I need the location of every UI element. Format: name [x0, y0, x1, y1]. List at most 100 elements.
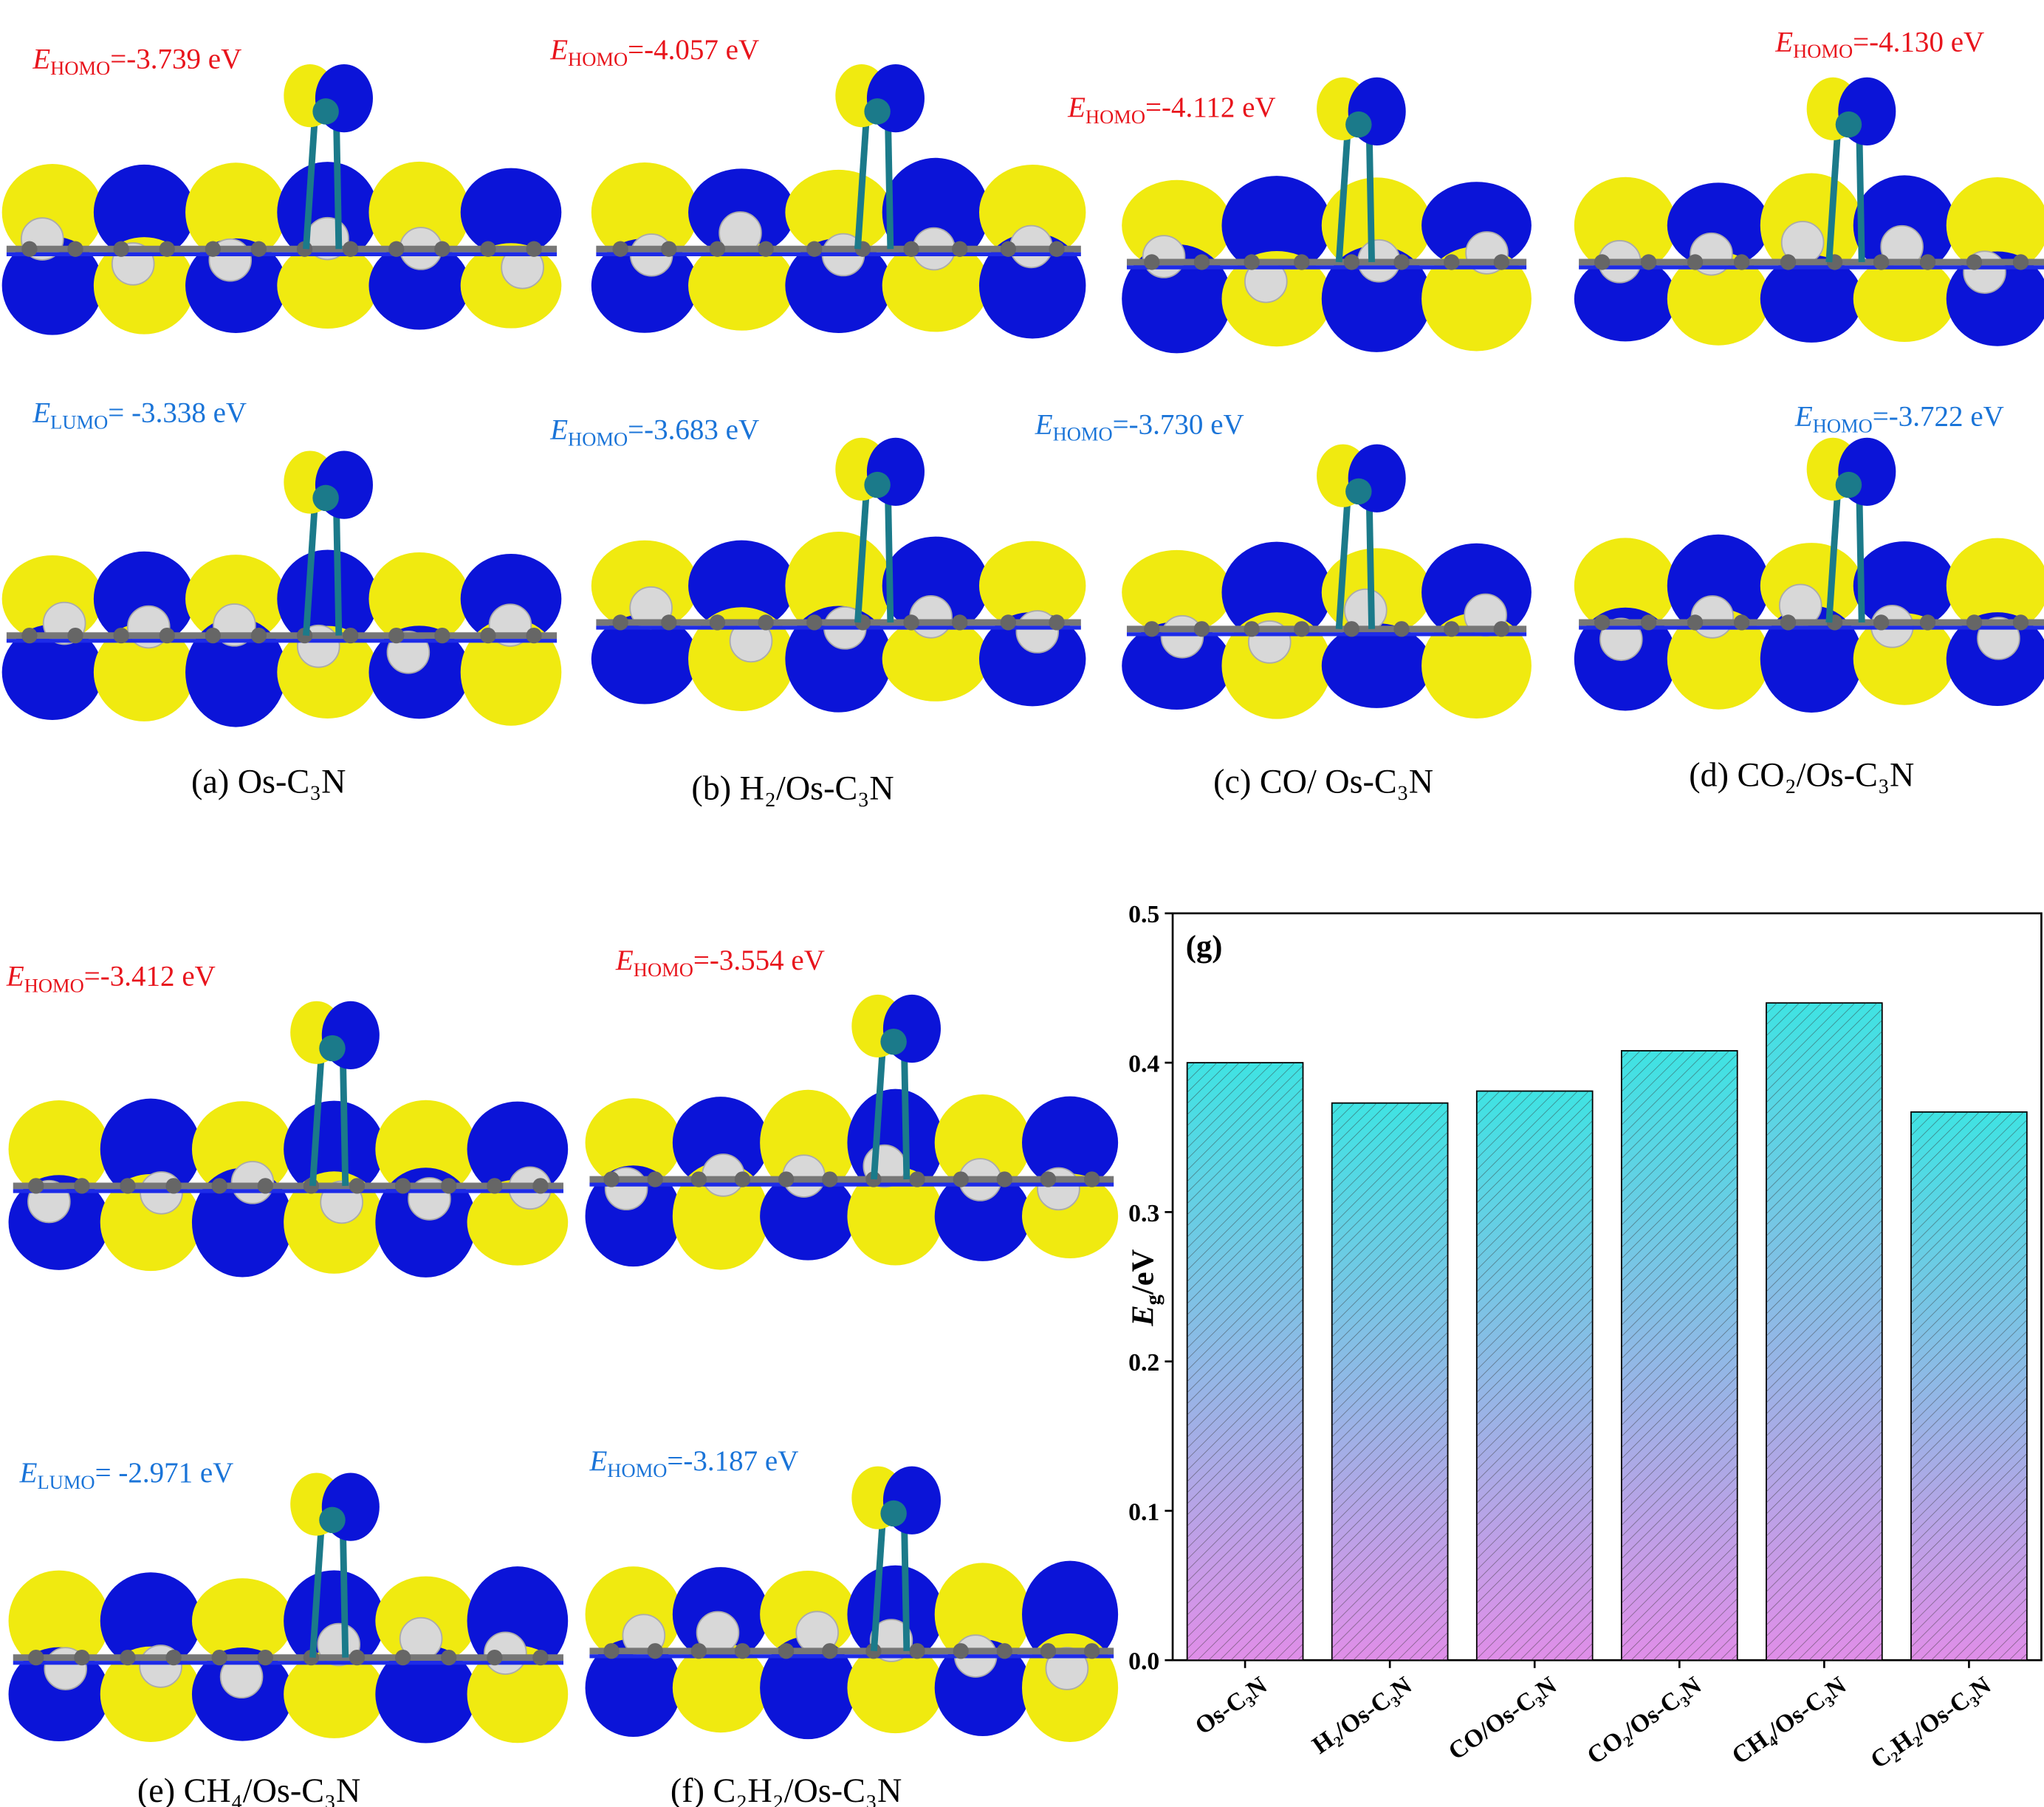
carbon-atom	[612, 614, 628, 631]
os-bond	[339, 1520, 349, 1658]
carbon-atom	[1733, 254, 1750, 270]
orbital-lobe	[1122, 621, 1232, 710]
bar-hatch	[1621, 1050, 1738, 1661]
x-tick-label: CH₄/Os-C₃N	[1727, 1671, 1851, 1769]
y-tick-label: 0.0	[1128, 1648, 1159, 1676]
orbital-lobe	[882, 536, 990, 635]
orbital-lobe	[688, 241, 795, 331]
orbital-lobe	[1946, 538, 2044, 634]
carbon-atom	[1144, 621, 1160, 637]
orbital-lobe	[785, 169, 892, 256]
orbital-lobe	[1667, 252, 1770, 346]
carbon-atom	[1244, 621, 1260, 637]
plot-frame	[1171, 912, 2043, 1662]
y-tick-label: 0.5	[1128, 901, 1159, 928]
os-bond	[884, 111, 894, 250]
x-tick-label: C₂H₂/Os-C₃N	[1866, 1671, 1996, 1774]
orbital-lobe	[1321, 245, 1432, 352]
energy-label: EHOMO=-3.730 eV	[1035, 408, 1244, 445]
orbital-lobe	[785, 238, 892, 333]
orbital-lobe	[1760, 255, 1863, 343]
os-bond	[900, 1041, 910, 1180]
carbon-atom	[1966, 614, 1983, 631]
energy-subscript: HOMO	[568, 48, 628, 70]
orbital-lobe	[368, 241, 470, 330]
bar-hatch	[1187, 1063, 1303, 1661]
orbital-lobe	[185, 617, 287, 727]
carbon-atom	[349, 1178, 366, 1194]
carbon-atom	[1780, 614, 1797, 631]
carbon-atom	[996, 1171, 1012, 1187]
orbital-lobe	[672, 1642, 769, 1733]
os-bond	[1365, 124, 1376, 263]
orbital-lobe	[760, 1171, 857, 1261]
carbon-atom	[952, 241, 968, 257]
carbon-atom	[1393, 621, 1410, 637]
orbital-lobe	[93, 623, 195, 721]
orbital-lobe	[100, 1572, 202, 1670]
os-atom	[880, 1028, 907, 1055]
carbon-atom	[2012, 254, 2029, 270]
os-bond	[332, 498, 343, 636]
os-atom	[319, 1035, 346, 1062]
os-bond	[900, 1513, 910, 1651]
os-atom	[1835, 111, 1862, 138]
orbital-lobe	[934, 1563, 1031, 1666]
orbital-image	[585, 1466, 1119, 1743]
carbon-atom	[734, 1643, 751, 1659]
os-atom	[880, 1500, 907, 1527]
orbital-lobe	[1321, 623, 1432, 708]
energy-label: ELUMO= -2.971 eV	[19, 1457, 234, 1493]
orbital-lobe	[688, 540, 795, 631]
x-tick-label: Os-C₃N	[1190, 1671, 1272, 1740]
carbon-atom	[1040, 1171, 1057, 1187]
carbon-atom	[28, 1649, 44, 1666]
energy-value: =-3.554 eV	[693, 944, 825, 976]
carbon-atom	[434, 627, 450, 644]
carbon-atom	[1444, 621, 1460, 637]
carbon-atom	[532, 1178, 549, 1194]
energy-value: =-3.722 eV	[1873, 401, 2004, 433]
orbital-lobe	[978, 233, 1086, 339]
carbon-atom	[388, 627, 405, 644]
carbon-atom	[778, 1643, 795, 1659]
carbon-atom	[952, 614, 968, 631]
carbon-atom	[822, 1643, 838, 1659]
orbital-image	[8, 1472, 569, 1743]
energy-symbol: E	[589, 1445, 607, 1477]
energy-label: EHOMO=-3.187 eV	[589, 1445, 798, 1481]
carbon-atom	[903, 241, 919, 257]
os-bond	[1825, 124, 1842, 263]
panel-caption: (f) C₂H₂/Os-C₃N	[671, 1772, 902, 1807]
carbon-atom	[526, 627, 542, 644]
energy-symbol: E	[32, 397, 50, 428]
carbon-atom	[1049, 614, 1065, 631]
carbon-atom	[1780, 254, 1797, 270]
carbon-atom	[250, 241, 267, 257]
carbon-atom	[21, 241, 38, 257]
carbon-atom	[1493, 621, 1509, 637]
energy-symbol: E	[1067, 92, 1086, 123]
energy-symbol: E	[32, 43, 50, 75]
carbon-atom	[909, 1643, 925, 1659]
carbon-atom	[1343, 621, 1360, 637]
energy-value: =-4.130 eV	[1853, 26, 1984, 58]
os-atom	[1345, 478, 1372, 505]
orbital-lobe	[1, 624, 103, 720]
orbital-lobe	[277, 242, 378, 329]
energy-value: =-4.112 eV	[1145, 92, 1276, 123]
carbon-atom	[1733, 614, 1750, 631]
carbon-atom	[996, 1643, 1012, 1659]
carbon-atom	[709, 614, 726, 631]
orbital-image	[1, 64, 562, 335]
energy-subscript: LUMO	[37, 1471, 95, 1493]
orbital-image	[1122, 77, 1532, 354]
orbital-lobe	[1760, 606, 1863, 713]
orbital-lobe	[375, 1645, 476, 1743]
carbon-atom	[113, 241, 129, 257]
os-atom	[312, 98, 339, 125]
carbon-atom	[1919, 614, 1936, 631]
os-bond	[854, 484, 871, 623]
os-bond	[854, 111, 871, 250]
